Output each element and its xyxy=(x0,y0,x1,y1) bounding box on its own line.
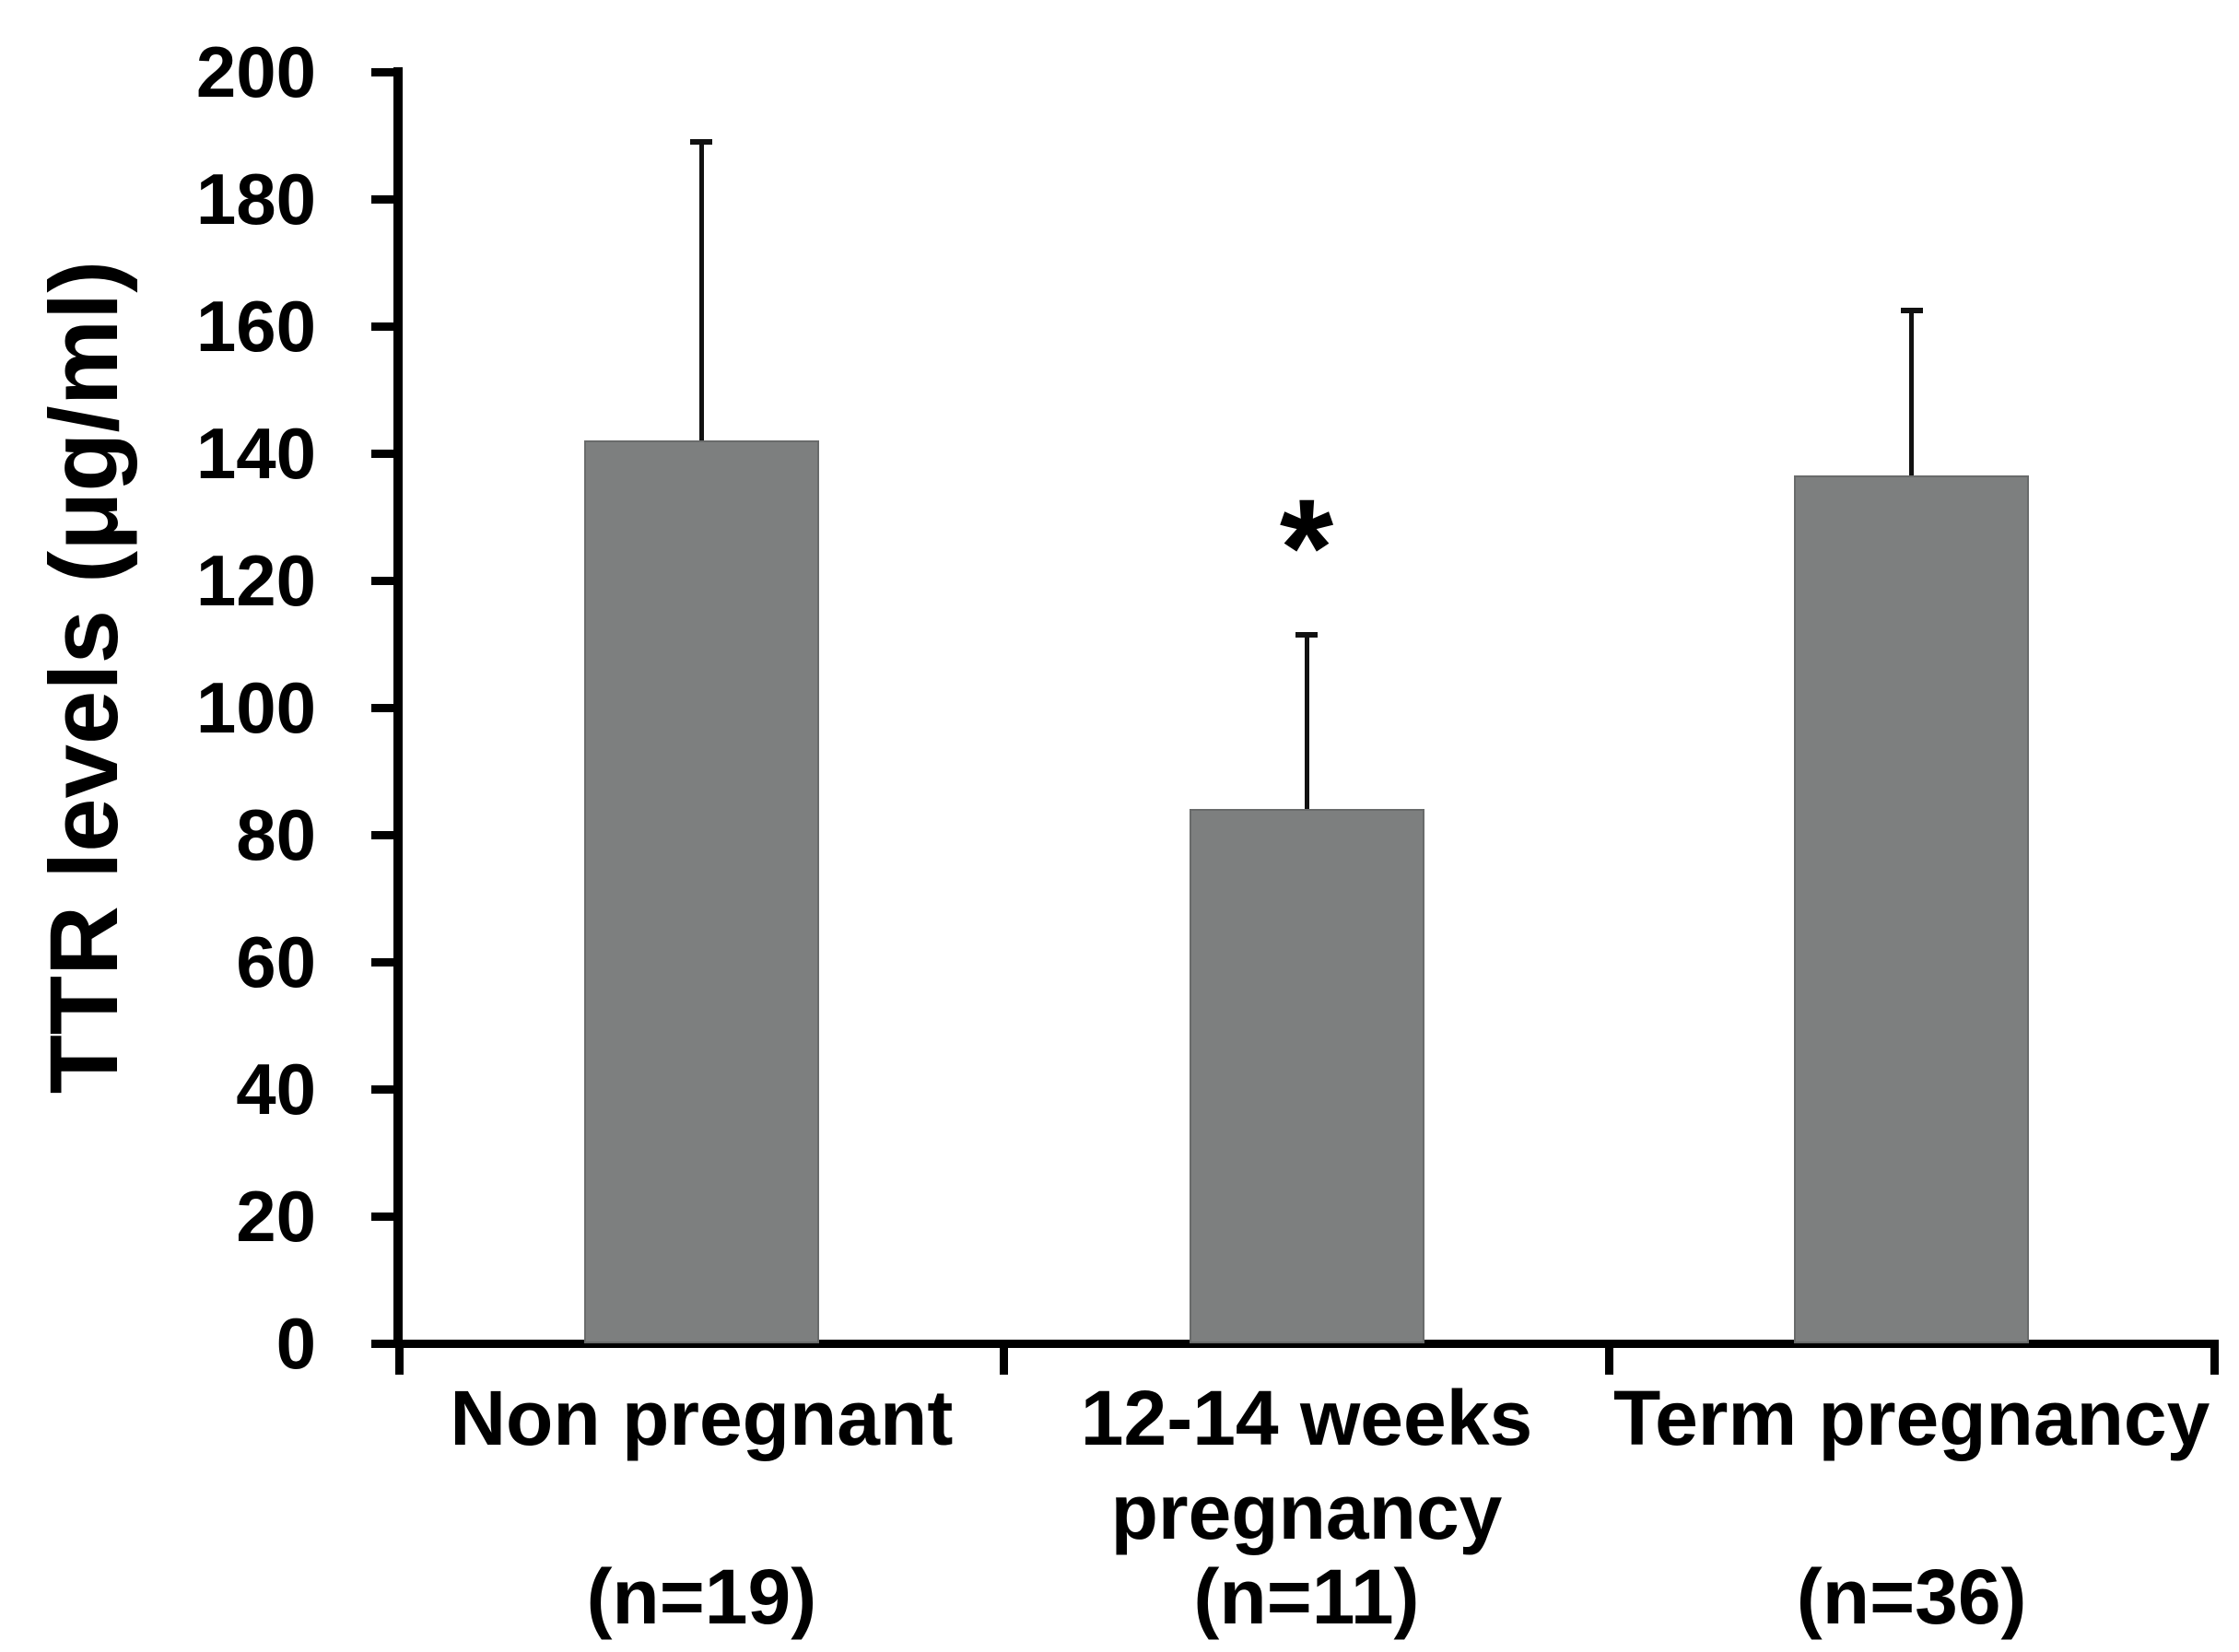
y-axis-tick-label: 160 xyxy=(195,286,316,367)
x-category-label-line: Term pregnancy xyxy=(1613,1375,2210,1461)
x-axis-line xyxy=(392,1340,2217,1348)
y-axis-tick-label: 140 xyxy=(195,413,316,494)
x-category-label: Term pregnancy xyxy=(1609,1371,2214,1465)
y-axis-tick-label: 180 xyxy=(195,158,316,240)
error-bar-cap xyxy=(1295,631,1318,638)
x-category-label-line: pregnancy xyxy=(1110,1469,1503,1555)
y-axis-tick-label: 100 xyxy=(195,667,316,748)
x-axis-tick xyxy=(1604,1340,1613,1375)
error-bar-line xyxy=(1304,634,1309,810)
error-bar-line xyxy=(1909,310,1915,476)
x-category-label-line: Non pregnant xyxy=(450,1375,954,1461)
y-axis-tick-label: 200 xyxy=(195,31,316,112)
y-axis-tick xyxy=(371,957,399,967)
y-axis-tick-label: 20 xyxy=(236,1176,316,1257)
x-category-n-label: (n=36) xyxy=(1796,1553,2027,1640)
x-axis-tick xyxy=(1000,1340,1009,1375)
significance-asterisk: * xyxy=(1279,469,1334,625)
bar-category-0 xyxy=(583,440,819,1343)
y-axis-tick xyxy=(371,703,399,712)
bar-category-2 xyxy=(1794,475,2030,1343)
y-axis-tick xyxy=(371,830,399,839)
y-axis-tick-label: 0 xyxy=(275,1303,316,1384)
y-axis-tick xyxy=(371,449,399,458)
error-bar-cap xyxy=(1900,307,1923,313)
y-axis-tick xyxy=(371,576,399,585)
y-axis-tick xyxy=(371,1339,399,1348)
x-axis-tick xyxy=(2210,1340,2219,1375)
y-axis-tick xyxy=(371,67,399,76)
x-category-n-label: (n=11) xyxy=(1193,1553,1420,1640)
x-axis-tick xyxy=(394,1340,404,1375)
x-category-n-label: (n=19) xyxy=(586,1553,817,1640)
x-category-label-line: 12-14 weeks xyxy=(1080,1375,1533,1461)
y-axis-tick-label: 60 xyxy=(236,921,316,1002)
bar-category-1 xyxy=(1189,809,1424,1343)
x-category-label: 12-14 weeks pregnancy xyxy=(1004,1371,1610,1559)
y-axis-tick-label: 80 xyxy=(236,794,316,875)
y-axis-tick xyxy=(371,322,399,331)
x-category-label: Non pregnant xyxy=(399,1371,1004,1465)
y-axis-tick xyxy=(371,1212,399,1221)
error-bar-cap xyxy=(690,138,713,145)
y-axis-tick xyxy=(371,194,399,204)
error-bar-line xyxy=(698,141,704,441)
y-axis-tick-label: 40 xyxy=(236,1049,316,1130)
y-axis-tick-label: 120 xyxy=(195,540,316,621)
y-axis-tick xyxy=(371,1084,399,1094)
